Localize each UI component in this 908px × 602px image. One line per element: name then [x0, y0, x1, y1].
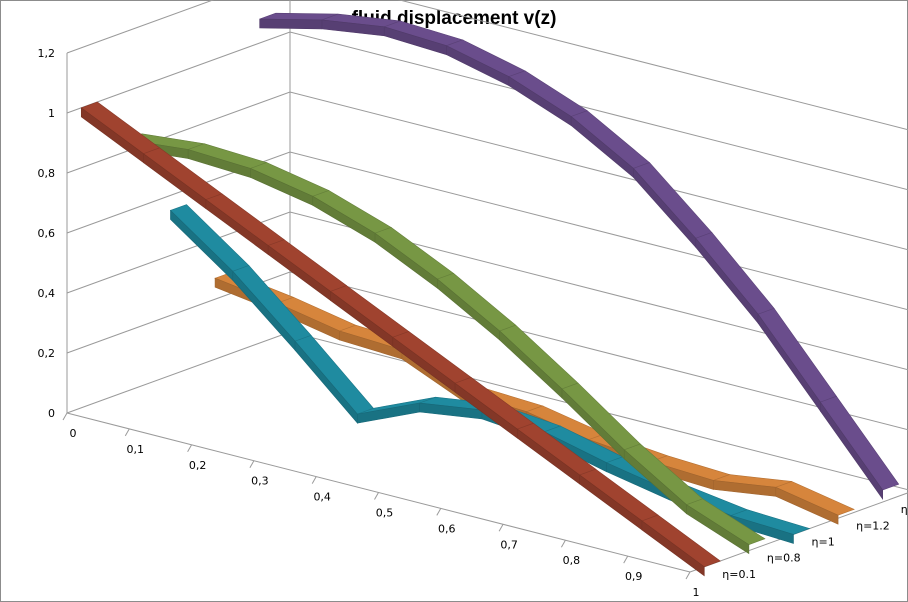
x-tick-label: 0,6: [438, 522, 456, 535]
ribbon-segment-top: [570, 110, 651, 169]
y-tick-label: 0,6: [38, 227, 56, 240]
ribbon-segment-front: [686, 504, 750, 555]
x-tick: [62, 412, 68, 421]
y-tick-label: 0: [48, 407, 55, 420]
x-tick-label: 0,7: [500, 538, 518, 551]
y-tick-label: 0,2: [38, 347, 56, 360]
series-label: η=0.8: [767, 552, 801, 565]
x-tick: [560, 539, 566, 548]
x-tick: [623, 555, 629, 564]
x-tick: [685, 571, 691, 580]
y-tick-label: 1,2: [38, 47, 56, 60]
ribbon-segment-top: [436, 272, 517, 332]
series-label: η=1: [812, 536, 835, 549]
x-tick-label: 0,8: [563, 554, 581, 567]
gridline: [66, 0, 908, 131]
x-tick-label: 0,4: [313, 491, 331, 504]
ribbon-segment-top: [499, 324, 579, 390]
y-tick-label: 1: [48, 107, 55, 120]
series-label: η=0.1: [722, 568, 756, 581]
x-tick: [498, 524, 504, 532]
x-tick: [311, 476, 317, 484]
ribbon-segment-front: [641, 520, 705, 577]
ribbon-segment-front: [775, 486, 839, 525]
x-tick-label: 0,1: [127, 443, 145, 456]
y-tick-label: 0,4: [38, 287, 56, 300]
x-tick-label: 0,3: [251, 475, 269, 488]
series-label: η=5: [901, 503, 908, 516]
ribbon-segment-front: [820, 401, 883, 500]
ribbon-segment-top: [695, 232, 775, 315]
x-tick: [249, 460, 255, 468]
ribbon-segment-front: [259, 18, 323, 30]
series-label: η=1.2: [856, 519, 890, 532]
x-tick: [374, 492, 379, 500]
x-tick-label: 0,5: [376, 507, 394, 520]
x-tick: [436, 508, 442, 516]
x-tick-label: 0,2: [189, 459, 207, 472]
x-tick-label: 1: [693, 586, 700, 599]
x-tick-label: 0: [70, 427, 77, 440]
ribbon-segment-top: [632, 162, 713, 239]
x-tick-label: 0,9: [625, 570, 643, 583]
ribbon-segment-top: [819, 395, 900, 491]
ribbon-segment-top: [757, 308, 837, 403]
x-tick: [187, 444, 193, 453]
ribbon-segment-top: [294, 335, 374, 415]
x-tick: [124, 428, 130, 437]
y-tick-label: 0,8: [38, 167, 56, 180]
